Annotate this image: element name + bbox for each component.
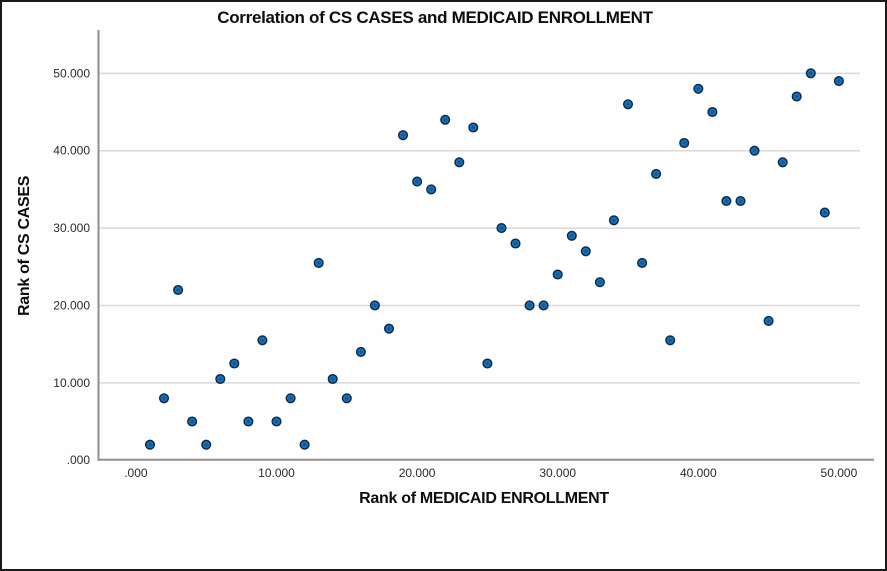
- data-point: [454, 157, 465, 168]
- data-point: [805, 68, 816, 79]
- x-tick-label: .000: [124, 466, 148, 480]
- data-points: [144, 68, 844, 450]
- y-tick-label: 40.000: [53, 144, 90, 158]
- data-point: [426, 184, 437, 195]
- data-point: [819, 207, 830, 218]
- y-tick-label: 10.000: [53, 376, 90, 390]
- data-point: [735, 195, 746, 207]
- data-point: [440, 114, 451, 125]
- data-point: [482, 358, 493, 369]
- data-point: [144, 439, 156, 450]
- data-point: [594, 277, 605, 288]
- data-point: [257, 335, 268, 346]
- data-point: [580, 246, 591, 257]
- data-point: [622, 99, 634, 110]
- data-point: [665, 335, 676, 346]
- axes: [97, 30, 874, 461]
- data-point: [215, 373, 226, 385]
- data-point: [468, 122, 479, 133]
- tick-labels: .000 10.000 20.000 30.000 40.000 50.000 .000 10…: [53, 66, 857, 480]
- data-point: [383, 323, 395, 334]
- data-point: [187, 416, 198, 427]
- data-point: [341, 393, 352, 404]
- data-point: [749, 145, 760, 156]
- y-tick-label: 30.000: [53, 221, 90, 235]
- x-tick-label: 20.000: [399, 466, 436, 480]
- data-point: [763, 315, 774, 326]
- data-point: [412, 176, 423, 187]
- data-point: [173, 284, 184, 296]
- x-tick-label: 10.000: [258, 466, 295, 480]
- data-point: [285, 393, 296, 404]
- data-point: [637, 257, 648, 268]
- data-point: [355, 346, 366, 357]
- data-point: [327, 373, 338, 385]
- data-point: [397, 130, 409, 141]
- data-point: [608, 215, 619, 226]
- data-point: [158, 393, 170, 404]
- data-point: [496, 223, 507, 234]
- data-point: [510, 238, 521, 249]
- chart-title: Correlation of CS CASES and MEDICAID ENR…: [217, 8, 653, 27]
- data-point: [693, 83, 704, 94]
- data-point: [651, 168, 662, 179]
- data-point: [201, 439, 212, 450]
- data-point: [707, 106, 718, 118]
- x-tick-label: 40.000: [680, 466, 717, 480]
- data-point: [552, 269, 563, 280]
- data-point: [566, 230, 577, 241]
- data-point: [369, 300, 380, 311]
- x-tick-label: 50.000: [821, 466, 858, 480]
- data-point: [777, 157, 788, 168]
- data-point: [791, 91, 802, 102]
- data-point: [524, 300, 535, 311]
- data-point: [243, 416, 254, 427]
- data-point: [833, 76, 844, 87]
- y-tick-label: 50.000: [53, 66, 90, 80]
- data-point: [313, 257, 324, 268]
- data-point: [299, 439, 310, 450]
- x-axis-title: Rank of MEDICAID ENROLLMENT: [359, 490, 609, 507]
- y-tick-label: 20.000: [53, 298, 90, 312]
- data-point: [721, 195, 732, 207]
- data-point: [271, 416, 282, 427]
- data-point: [229, 358, 240, 369]
- y-tick-label: .000: [67, 453, 91, 467]
- data-point: [679, 137, 690, 149]
- gridlines: [99, 72, 860, 384]
- x-tick-label: 30.000: [539, 466, 576, 480]
- data-point: [538, 300, 549, 311]
